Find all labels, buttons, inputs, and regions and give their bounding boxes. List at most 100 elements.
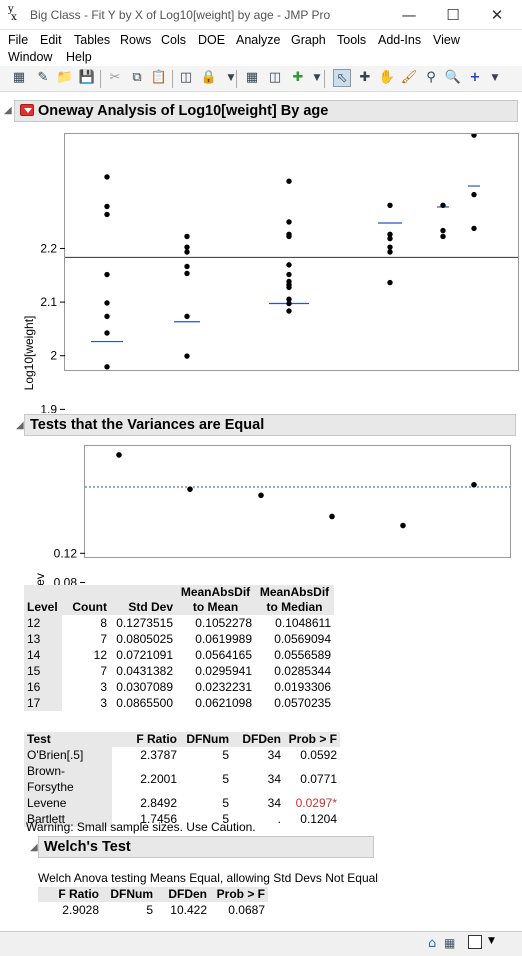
report-content: ◢ Oneway Analysis of Log10[weight] By ag… — [0, 93, 522, 931]
table-cell: 5 — [222, 748, 229, 762]
table-cell: 0.0619989 — [195, 632, 252, 646]
col-dfden: DFDen — [232, 732, 284, 747]
add-rows-icon[interactable]: ✚ — [292, 70, 304, 85]
y-tick-label: 2 — [50, 349, 57, 363]
data-point — [387, 249, 393, 255]
menu-help[interactable]: Help — [66, 50, 92, 64]
oneway-plot[interactable] — [65, 132, 518, 370]
stddev-point — [187, 486, 193, 492]
columns-icon[interactable]: ◫ — [268, 70, 282, 85]
disclosure-triangle-icon[interactable]: ◢ — [4, 105, 12, 116]
menu-file[interactable]: File — [8, 33, 29, 47]
layout-square-icon[interactable] — [468, 935, 482, 949]
table-cell: 17 — [24, 695, 62, 711]
window-title: Big Class - Fit Y by X of Log10[weight] … — [30, 8, 331, 22]
col-welch-prob: Prob > F — [210, 887, 268, 902]
table-cell: 0.0431382 — [116, 664, 173, 678]
data-point — [440, 202, 446, 209]
data-point — [286, 262, 292, 268]
col-std-dev: Std Dev — [110, 585, 176, 615]
table-cell: 34 — [267, 748, 281, 762]
open-folder-icon[interactable]: 📁 — [56, 70, 74, 85]
copy-icon[interactable]: ⧉ — [132, 70, 142, 85]
y-tick-label: 2.1 — [40, 295, 57, 309]
data-point — [104, 300, 110, 306]
menu-tools[interactable]: Tools — [337, 33, 367, 47]
data-point — [440, 233, 446, 240]
stddev-point — [471, 481, 477, 488]
window-list-icon[interactable]: ▦ — [444, 936, 456, 950]
title-bar: y x Big Class - Fit Y by X of Log10[weig… — [0, 0, 522, 30]
journal-icon[interactable]: ◫ — [179, 70, 193, 85]
brush-tool-icon[interactable]: 🖌 — [400, 70, 418, 85]
arrow-tool-icon[interactable]: ⬁ — [333, 69, 351, 87]
variance-table-row: 13 7 0.0805025 0.0619989 0.0569094 — [24, 631, 334, 647]
layout-dropdown-icon[interactable]: ▼ — [488, 936, 495, 946]
menu-add-ins[interactable]: Add-Ins — [378, 33, 422, 47]
table-cell: 0.1048611 — [275, 616, 331, 630]
data-grid-icon[interactable]: ▦ — [245, 70, 259, 85]
menu-window[interactable]: Window — [8, 50, 53, 64]
oneway-outline-header[interactable]: Oneway Analysis of Log10[weight] By age — [14, 100, 518, 122]
menu-cols[interactable]: Cols — [161, 33, 187, 47]
close-button[interactable]: ✕ — [490, 6, 504, 24]
cut-icon[interactable]: ✂ — [109, 70, 121, 85]
lasso-tool-icon[interactable]: ⚲ — [426, 70, 436, 85]
welch-prob-value: 0.0687 — [228, 903, 265, 917]
data-point — [471, 132, 477, 138]
variance-disclosure-icon[interactable]: ◢ — [16, 420, 24, 431]
toolbar: ▦ ✎ 📁 💾 ✂ ⧉ 📋 ◫ 🔒 ▼ ▦ ◫ ✚ ▼ ⬁ ✚ ✋ 🖌 ⚲ 🔍 … — [0, 66, 522, 92]
table-cell: 0.0805025 — [116, 632, 173, 646]
menu-tables[interactable]: Tables — [74, 33, 111, 47]
table-cell: Bartlett — [24, 811, 112, 827]
new-data-table-icon[interactable]: ▦ — [12, 70, 26, 85]
toolbar-overflow-icon[interactable]: ▼ — [227, 73, 235, 83]
data-point — [471, 191, 477, 198]
table-cell: 0.0592 — [300, 748, 337, 762]
crosshair-tool-icon[interactable]: ✚ — [359, 70, 371, 85]
toolbar-overflow-icon-2[interactable]: ▼ — [313, 73, 321, 83]
menu-edit[interactable]: Edit — [40, 33, 62, 47]
menu-view[interactable]: View — [433, 33, 460, 47]
paste-icon[interactable]: 📋 — [150, 70, 168, 85]
stddev-plot[interactable] — [85, 446, 510, 557]
toolbar-overflow-icon-3[interactable]: ▼ — [491, 73, 499, 83]
new-script-icon[interactable]: ✎ — [37, 70, 49, 85]
lock-icon[interactable]: 🔒 — [200, 70, 218, 85]
variance-outline-header[interactable]: Tests that the Variances are Equal — [24, 414, 516, 436]
data-point — [387, 279, 393, 286]
y-axis-label: Log10[weight] — [22, 316, 36, 391]
table-cell: 7 — [100, 632, 107, 646]
menu-graph[interactable]: Graph — [291, 33, 326, 47]
home-icon[interactable]: ⌂ — [428, 936, 437, 951]
table-cell: 5 — [222, 772, 229, 786]
save-icon[interactable]: 💾 — [78, 70, 96, 85]
oneway-plot-frame[interactable] — [64, 132, 519, 371]
status-bar: ⌂ ▦ ▼ — [0, 931, 522, 956]
magnifier-tool-icon[interactable]: 🔍 — [444, 70, 462, 85]
plus-tool-icon[interactable]: + — [469, 70, 481, 85]
stddev-plot-frame[interactable] — [84, 445, 511, 558]
maximize-button[interactable]: ☐ — [446, 6, 460, 24]
red-triangle-menu-icon[interactable] — [20, 104, 34, 116]
col-level: Level — [24, 585, 62, 615]
table-cell: 1.7456 — [140, 812, 177, 826]
col-meanabsdif-median: MeanAbsDif to Median — [255, 585, 334, 615]
welch-disclosure-icon[interactable]: ◢ — [30, 842, 38, 853]
data-point — [104, 174, 110, 180]
variance-table-row: 12 8 0.1273515 0.1052278 0.1048611 — [24, 615, 334, 631]
menu-doe[interactable]: DOE — [198, 33, 226, 47]
variance-table-row: 15 7 0.0431382 0.0295941 0.0285344 — [24, 663, 334, 679]
hand-tool-icon[interactable]: ✋ — [378, 70, 396, 85]
menu-analyze[interactable]: Analyze — [236, 33, 281, 47]
table-cell: 0.0307089 — [116, 680, 173, 694]
welch-outline-header[interactable]: Welch's Test — [38, 836, 374, 858]
stddev-point — [329, 513, 335, 520]
tests-table-row: O'Brien[.5] 2.3787 5 34 0.0592 — [24, 747, 340, 763]
minimize-button[interactable]: — — [401, 6, 417, 24]
menu-rows[interactable]: Rows — [120, 33, 152, 47]
table-cell: 34 — [267, 772, 281, 786]
data-point — [104, 364, 110, 370]
table-cell: 5 — [222, 812, 229, 826]
data-point — [286, 300, 292, 307]
